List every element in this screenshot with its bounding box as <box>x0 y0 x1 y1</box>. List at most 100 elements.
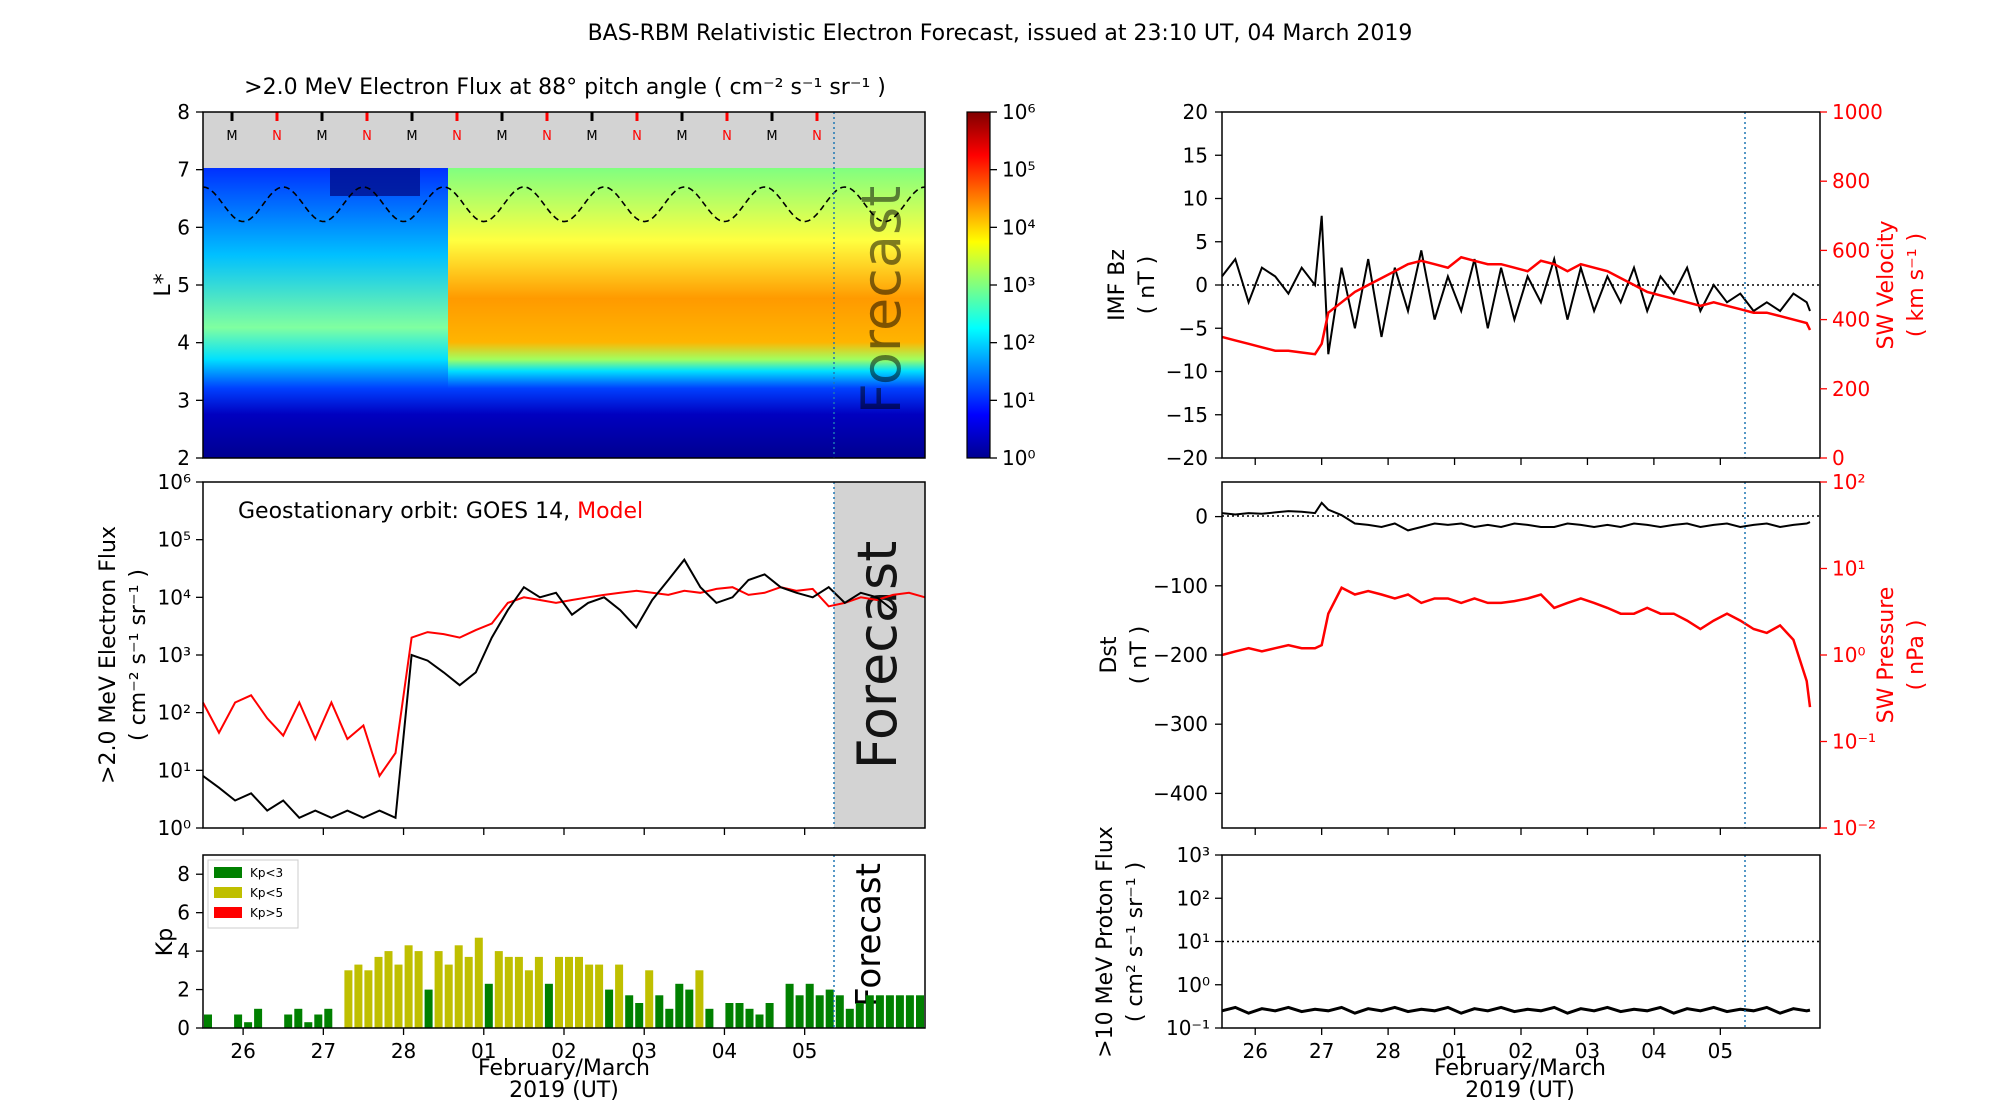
kp-bar <box>304 1022 313 1028</box>
kp-bar <box>825 989 834 1028</box>
kp-bar <box>895 995 904 1028</box>
proton-x-tick-label: 04 <box>1641 1039 1666 1063</box>
goes-flux-panel: Forecast Geostationary orbit: GOES 14, M… <box>96 470 926 840</box>
kp-bar <box>565 956 573 1028</box>
kp-bar <box>725 1003 734 1028</box>
kp-bar <box>414 951 423 1028</box>
right-x-label-1: February/March <box>1434 1056 1606 1081</box>
kp-bar <box>504 956 513 1028</box>
left-x-label-1: February/March <box>478 1056 650 1081</box>
kp-bar <box>805 983 814 1028</box>
kp-bar <box>815 995 824 1028</box>
colorbar-tick-label: 10³ <box>1002 273 1035 297</box>
kp-bar <box>605 989 614 1028</box>
dst-y-label-2: ( nT ) <box>1127 626 1152 685</box>
heatmap-y-tick-label: 3 <box>177 388 190 412</box>
kp-bar <box>364 970 373 1028</box>
kp-y-tick-label: 6 <box>177 901 190 925</box>
kp-bar <box>234 1014 243 1028</box>
kp-x-tick-label: 02 <box>551 1039 576 1063</box>
heatmap-y-ticks: 2 3 4 5 6 7 8 <box>177 100 203 470</box>
heatmap-y-tick-label: 8 <box>177 100 190 124</box>
dst-x-ticks <box>1254 828 1721 835</box>
proton-y-tick-label: 10⁻¹ <box>1166 1016 1210 1040</box>
imf-y-tick-label: 20 <box>1183 100 1208 124</box>
colorbar-tick-label: 10⁶ <box>1002 100 1035 124</box>
colorbar-gradient <box>966 111 991 459</box>
kp-bar <box>294 1008 303 1028</box>
kp-bar <box>585 964 594 1028</box>
kp-bar <box>254 1008 263 1028</box>
heatmap-field-early <box>203 168 448 458</box>
kp-bar <box>494 951 503 1028</box>
dst-y-label-1: Dst <box>1097 636 1122 673</box>
goes-y-tick-label: 10³ <box>158 643 191 667</box>
kp-bar <box>865 995 874 1028</box>
kp-y-tick-label: 0 <box>177 1016 190 1040</box>
swp-y-tick-label: 10⁻² <box>1832 816 1876 840</box>
goes-y-tick-label: 10⁴ <box>158 585 191 609</box>
left-x-label-2: 2019 (UT) <box>509 1078 619 1100</box>
imf-y-tick-label: −10 <box>1166 360 1208 384</box>
proton-y-label-1: >10 MeV Proton Flux <box>1093 826 1118 1058</box>
kp-bar <box>625 995 634 1028</box>
swp-y-label-1: SW Pressure <box>1874 587 1899 724</box>
kp-bar <box>855 1003 864 1028</box>
orbit-marker-label: M <box>226 129 237 144</box>
vel-y-label-2: ( km s⁻¹ ) <box>1904 233 1929 337</box>
goes-y-tick-label: 10² <box>158 701 191 725</box>
proton-panel: 10⁻¹ 10⁰ 10¹ 10² 10³ 26 27 28 01 02 03 04 05 >10 Me… <box>1093 826 1821 1103</box>
kp-bar <box>524 970 533 1028</box>
goes-model-line <box>202 586 926 779</box>
kp-legend: Kp<3 Kp<5 Kp>5 <box>207 859 299 929</box>
kp-legend-swatch-mid <box>214 887 242 898</box>
kp-bar <box>635 1003 644 1028</box>
kp-bar <box>424 989 433 1028</box>
kp-legend-swatch-high <box>214 907 242 918</box>
dst-y-tick-label: −200 <box>1153 643 1208 667</box>
imf-y-tick-label: 5 <box>1195 230 1208 254</box>
kp-bar <box>665 1008 674 1028</box>
proton-x-tick-label: 02 <box>1508 1039 1533 1063</box>
orbit-marker-label: M <box>766 129 777 144</box>
right-x-label-2: 2019 (UT) <box>1465 1078 1575 1100</box>
orbit-marker-label: M <box>496 129 507 144</box>
kp-bar <box>916 995 924 1028</box>
kp-bar <box>384 951 393 1028</box>
imf-bz-line <box>1221 215 1811 355</box>
dst-y-tick-label: −400 <box>1153 781 1208 805</box>
kp-bar <box>695 970 704 1028</box>
kp-bar <box>905 995 914 1028</box>
kp-y-ticks: 0 2 4 6 8 <box>177 862 203 1040</box>
dst-y-ticks: −400 −300 −200 −100 0 <box>1153 505 1222 805</box>
kp-bar <box>705 1008 714 1028</box>
heatmap-forecast-label: Forecast <box>850 186 913 415</box>
kp-y-tick-label: 2 <box>177 978 190 1002</box>
kp-bar <box>514 956 523 1028</box>
goes-y-tick-label: 10⁰ <box>158 816 191 840</box>
imf-y-tick-label: −20 <box>1166 446 1208 470</box>
kp-bar <box>244 1022 253 1028</box>
vel-y-tick-label: 0 <box>1832 446 1845 470</box>
colorbar-tick-label: 10² <box>1002 331 1035 355</box>
kp-legend-high: Kp>5 <box>250 906 283 920</box>
heatmap-y-tick-label: 6 <box>177 215 190 239</box>
kp-forecast-label: Forecast <box>849 863 889 1007</box>
kp-x-tick-label: 27 <box>311 1039 336 1063</box>
orbit-marker-label: N <box>272 129 282 144</box>
kp-bar <box>795 995 804 1028</box>
colorbar-tick-label: 10⁴ <box>1002 215 1035 239</box>
orbit-marker-label: N <box>452 129 462 144</box>
heatmap-title: >2.0 MeV Electron Flux at 88° pitch angl… <box>244 75 886 100</box>
sw-pressure-line <box>1221 586 1812 708</box>
kp-bar <box>454 945 463 1028</box>
kp-x-ticks: 26 27 28 01 02 03 04 05 <box>230 1028 817 1063</box>
kp-x-tick-label: 01 <box>471 1039 496 1063</box>
imf-y-tick-label: −15 <box>1166 403 1208 427</box>
kp-bar <box>484 983 493 1028</box>
goes-y-tick-label: 10⁶ <box>158 470 191 494</box>
kp-bar <box>675 983 684 1028</box>
dst-y-tick-label: 0 <box>1195 505 1208 529</box>
